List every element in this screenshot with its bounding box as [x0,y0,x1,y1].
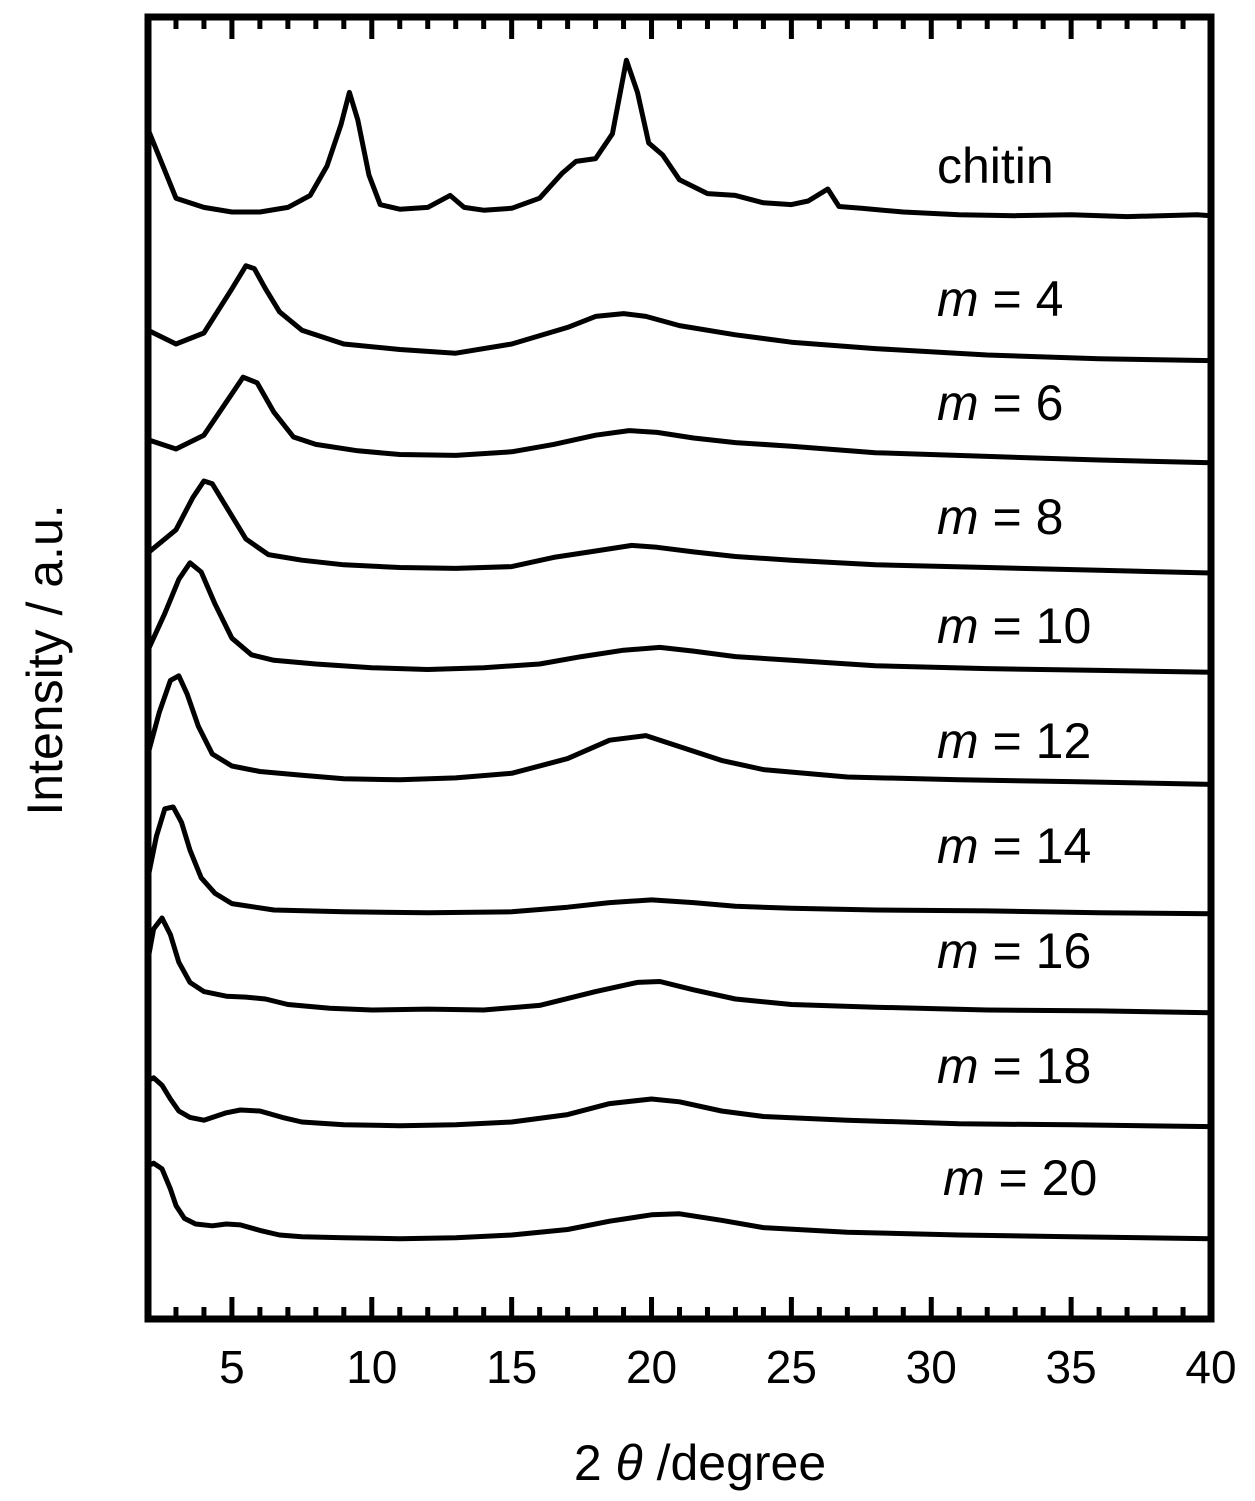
series-label: m = 10 [937,598,1091,654]
series-line [145,560,1214,675]
series-label: m = 18 [937,1038,1091,1094]
x-tick-label: 20 [626,1341,677,1393]
series-label: m = 20 [943,1150,1097,1206]
x-tick-label: 10 [346,1341,397,1393]
series-label-value: = 12 [979,713,1092,769]
series-group [145,57,1214,1242]
x-tick-label: 25 [766,1341,817,1393]
x-axis-title-symbol: θ [616,1435,643,1491]
x-axis-title: 2 θ /degree [574,1435,826,1491]
series-line [145,374,1214,466]
series-line [145,263,1214,364]
y-axis-title: Intensity / a.u. [17,504,73,815]
series-label-value: = 8 [979,489,1064,545]
x-tick-label: 30 [906,1341,957,1393]
series-label: m = 6 [937,375,1063,431]
series-line [145,478,1214,576]
series-label-value: chitin [937,138,1054,194]
series-line [145,1160,1214,1242]
series-label-value: = 6 [979,375,1064,431]
series-label-variable: m [937,489,979,545]
x-tick-label: 15 [486,1341,537,1393]
x-axis-tick-labels: 5 10 15 20 25 30 35 40 [219,1341,1236,1393]
series-label-value: = 20 [985,1150,1098,1206]
series-line [145,57,1214,220]
series-label-variable: m [937,818,979,874]
series-line [145,915,1214,1016]
series-label: m = 4 [937,271,1063,327]
series-label-variable: m [937,271,979,327]
series-label: m = 16 [937,923,1091,979]
x-axis-title-prefix: 2 [574,1435,602,1491]
series-label-variable: m [937,598,979,654]
series-line [145,804,1214,917]
series-label: m = 8 [937,489,1063,545]
series-label-variable: m [937,923,979,979]
x-tick-label: 40 [1185,1341,1236,1393]
series-line [145,673,1214,787]
series-label: m = 12 [937,713,1091,769]
series-label-value: = 14 [979,818,1092,874]
series-label-value: = 4 [979,271,1064,327]
x-axis-title-suffix: /degree [657,1435,827,1491]
series-label-value: = 18 [979,1038,1092,1094]
x-tick-label: 5 [219,1341,245,1393]
series-line [145,1075,1214,1130]
series-label-value: = 10 [979,598,1092,654]
x-axis-ticks [145,17,1214,1319]
series-label: chitin [937,138,1054,194]
series-label-variable: m [943,1150,985,1206]
series-label-value: = 16 [979,923,1092,979]
series-label-variable: m [937,1038,979,1094]
series-label-variable: m [937,713,979,769]
x-tick-label: 35 [1046,1341,1097,1393]
series-label-variable: m [937,375,979,431]
series-label: m = 14 [937,818,1091,874]
